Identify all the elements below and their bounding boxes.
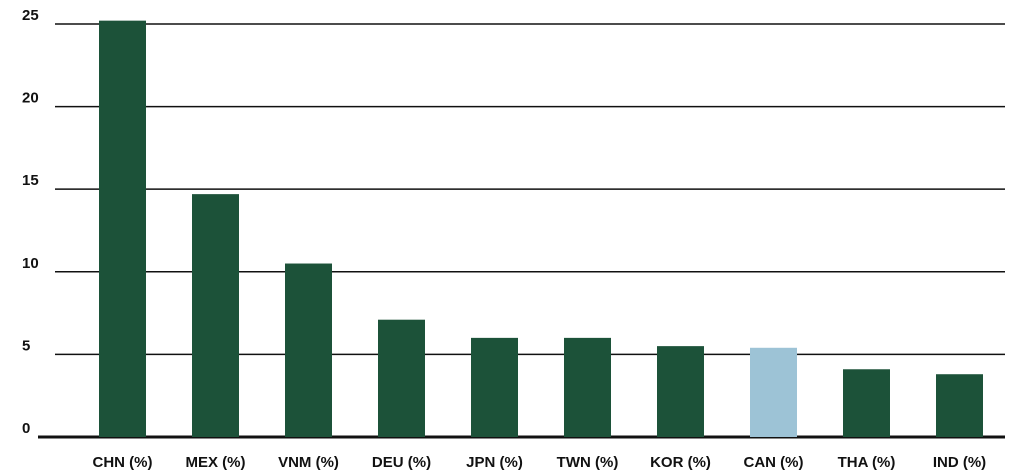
bar [192, 194, 239, 437]
y-tick-label: 25 [22, 7, 39, 24]
x-tick-label: MEX (%) [186, 454, 246, 471]
y-tick-label: 20 [22, 90, 39, 107]
x-tick-label: KOR (%) [650, 454, 711, 471]
bar [99, 20, 146, 438]
bar [936, 374, 983, 437]
y-tick-label: 0 [22, 420, 30, 437]
y-tick-label: 15 [22, 172, 39, 189]
bar [471, 337, 518, 437]
x-tick-label: CHN (%) [93, 454, 153, 471]
x-tick-label: VNM (%) [278, 454, 339, 471]
y-tick-label: 10 [22, 255, 39, 272]
y-tick-label: 5 [22, 337, 30, 354]
x-tick-label: CAN (%) [744, 454, 804, 471]
bar [750, 347, 797, 437]
x-tick-label: DEU (%) [372, 454, 431, 471]
x-tick-label: TWN (%) [557, 454, 619, 471]
bar [657, 346, 704, 437]
x-tick-label: JPN (%) [466, 454, 523, 471]
bar [285, 263, 332, 437]
bar [564, 337, 611, 437]
bar [843, 369, 890, 437]
x-tick-label: IND (%) [933, 454, 986, 471]
x-tick-label: THA (%) [838, 454, 896, 471]
bar [378, 319, 425, 437]
